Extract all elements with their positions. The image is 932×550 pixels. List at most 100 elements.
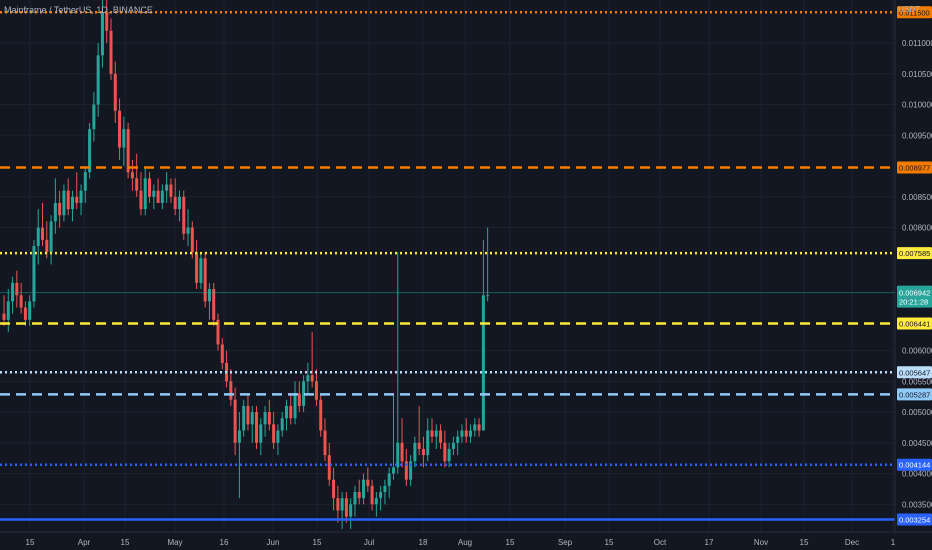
candle-body — [165, 184, 169, 191]
candle-body — [349, 504, 353, 517]
time-tick-label: Nov — [754, 538, 768, 547]
level-label-text: 0.005287 — [899, 390, 930, 399]
candle-body — [456, 436, 460, 443]
level-label-badge — [897, 458, 932, 471]
candle-body — [379, 492, 383, 499]
candle-body — [409, 461, 413, 480]
level-label-text: 0.007585 — [899, 249, 930, 258]
candle-body — [216, 319, 220, 345]
candle-body — [332, 479, 336, 499]
candle-body — [289, 405, 293, 419]
candle-body — [23, 307, 27, 320]
candle-body — [139, 190, 143, 210]
candle-body — [83, 172, 87, 191]
candle-body — [272, 424, 276, 443]
candle-body — [434, 430, 438, 437]
candle-body — [19, 295, 23, 308]
candle-body — [96, 55, 100, 105]
candle-body — [430, 430, 434, 437]
candle-body — [66, 190, 70, 210]
candle-body — [362, 479, 366, 499]
level-label-badge — [897, 317, 932, 330]
candle-body — [400, 442, 404, 462]
last-price-badge — [897, 285, 932, 308]
level-label-text: 0.003254 — [899, 515, 930, 524]
candle-body — [53, 202, 57, 222]
candle-body — [70, 196, 74, 210]
time-tick-label: Jul — [364, 538, 374, 547]
level-label-badge — [897, 247, 932, 260]
candle-body — [242, 405, 246, 431]
candle-body — [473, 424, 477, 431]
symbol-title[interactable]: Mainframe / TetherUS, 1D, BINANCE — [4, 5, 153, 15]
currency-label: USDT — [898, 5, 920, 14]
candle-body — [426, 430, 430, 456]
last-price-countdown: 20:21:28 — [899, 298, 928, 307]
candle-body — [156, 190, 160, 203]
time-tick-label: 15 — [26, 538, 35, 547]
candle-body — [353, 492, 357, 505]
level-label-badge — [897, 161, 932, 174]
candle-body — [344, 498, 348, 517]
candle-body — [143, 178, 147, 210]
candle-body — [130, 172, 134, 179]
candle-body — [118, 110, 122, 148]
candle-body — [109, 30, 113, 74]
time-tick-label: Apr — [78, 538, 91, 547]
candle-body — [255, 412, 259, 443]
time-tick-label: 17 — [705, 538, 714, 547]
candle-body — [276, 430, 280, 443]
candle-body — [267, 412, 271, 425]
candle-body — [233, 399, 237, 443]
candle-body — [199, 258, 203, 283]
time-tick-label: Aug — [458, 538, 472, 547]
candle-body — [79, 190, 83, 203]
grid-lines — [0, 0, 895, 532]
level-label-badge — [897, 388, 932, 401]
candle-body — [36, 227, 40, 247]
candle-body — [464, 430, 468, 437]
candle-body — [6, 301, 10, 320]
level-price-labels: 0.011500 0.008977 0.007585 0.006441 0.005647… — [897, 6, 932, 526]
candle-body — [207, 289, 211, 302]
candle-body — [486, 295, 490, 297]
candle-body — [439, 430, 443, 443]
candle-body — [135, 178, 139, 191]
candle-body — [152, 190, 156, 197]
candle-body — [293, 393, 297, 419]
candle-body — [250, 412, 254, 425]
candle-body — [92, 104, 96, 130]
candle-body — [481, 295, 485, 431]
candle-body — [75, 196, 79, 203]
level-label-text: 0.004144 — [899, 461, 930, 470]
level-label-text: 0.005647 — [899, 368, 930, 377]
candle-body — [310, 375, 314, 382]
candle-body — [58, 202, 62, 216]
candle-body — [126, 129, 130, 173]
price-tick-label: 0.003500 — [902, 500, 932, 509]
time-tick-label: 1 — [891, 538, 896, 547]
candle-body — [173, 196, 177, 210]
time-tick-label: Jun — [267, 538, 280, 547]
candle-body — [404, 461, 408, 480]
time-axis[interactable]: 15 Apr 15 May 16 Jun 15 Jul 18 Aug 15 Sep 15 Oct 17 Nov… — [26, 538, 896, 547]
candle-body — [148, 178, 152, 197]
candle-body — [203, 258, 207, 302]
candle-body — [62, 190, 66, 216]
time-tick-label: 15 — [605, 538, 614, 547]
time-tick-label: 15 — [313, 538, 322, 547]
candle-body — [396, 442, 400, 468]
candle-body — [259, 424, 263, 443]
candle-body — [383, 485, 387, 493]
candle-body — [45, 239, 49, 253]
candle-body — [327, 455, 331, 480]
candle-body — [229, 381, 233, 400]
candle-body — [212, 289, 216, 320]
